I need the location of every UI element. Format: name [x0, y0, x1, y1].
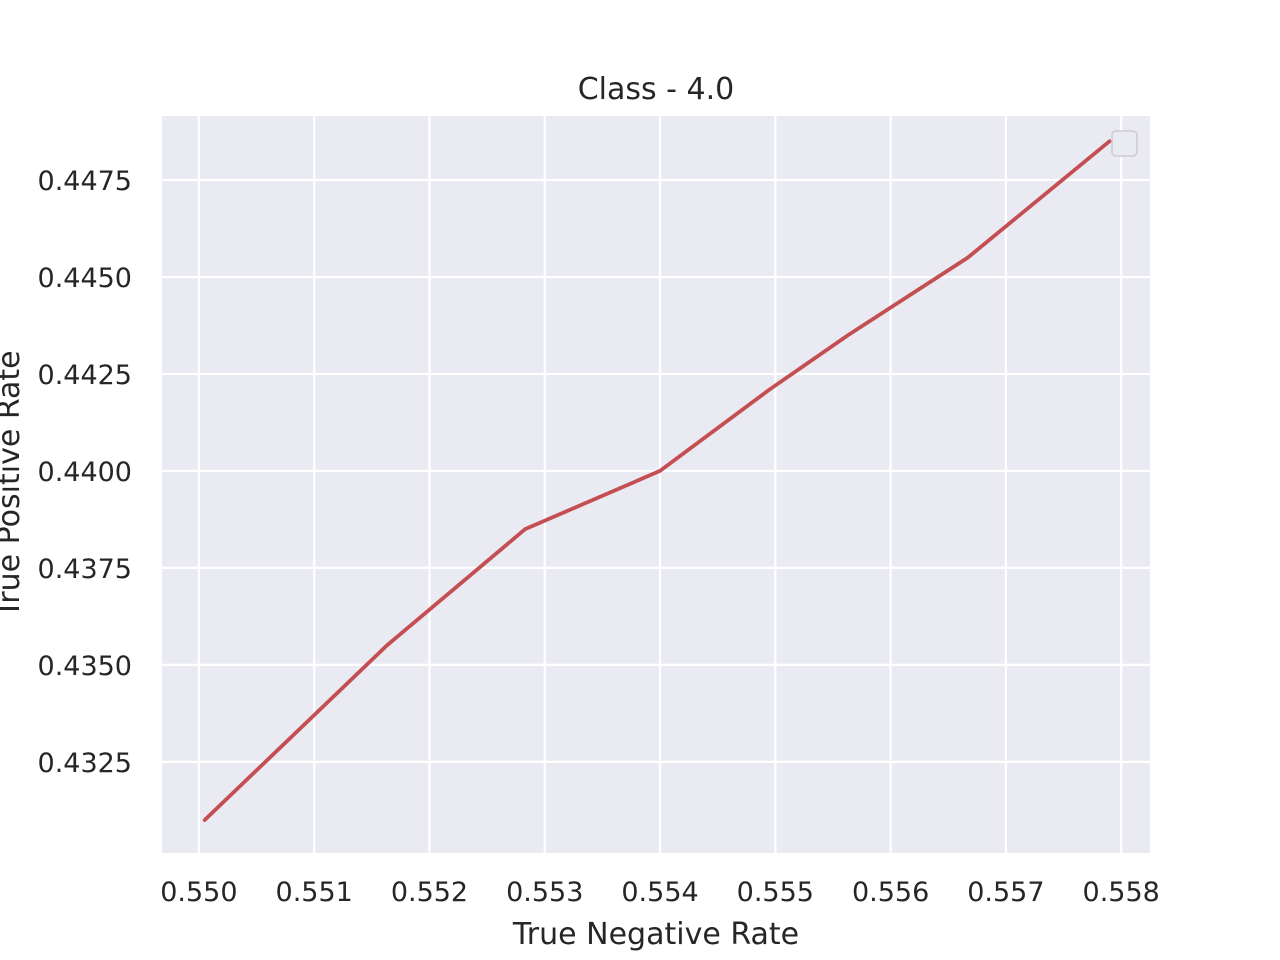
x-tick-label: 0.555	[737, 877, 814, 908]
x-tick-label: 0.551	[276, 877, 353, 908]
series-layer	[202, 139, 1112, 822]
x-axis-title: True Negative Rate	[512, 917, 799, 952]
chart-title: Class - 4.0	[578, 72, 735, 107]
y-tick-label: 0.4400	[38, 457, 132, 488]
x-tick-label: 0.558	[1083, 877, 1160, 908]
plot-area	[162, 116, 1150, 853]
y-tick-labels: 0.4325 0.4350 0.4375 0.4400 0.4425 0.4450 0.44…	[38, 166, 132, 779]
y-tick-label: 0.4475	[38, 166, 132, 197]
x-tick-label: 0.556	[852, 877, 929, 908]
legend	[1111, 130, 1138, 157]
x-tick-label: 0.557	[967, 877, 1044, 908]
y-tick-label: 0.4350	[38, 651, 132, 682]
x-tick-label: 0.554	[621, 877, 698, 908]
y-tick-label: 0.4425	[38, 360, 132, 391]
y-tick-label: 0.4450	[38, 263, 132, 294]
x-tick-label: 0.552	[391, 877, 468, 908]
series-line	[202, 139, 1112, 822]
x-tick-labels: 0.550 0.551 0.552 0.553 0.554 0.555 0.556 0.557…	[160, 877, 1160, 908]
x-tick-label: 0.550	[160, 877, 237, 908]
x-tick-label: 0.553	[506, 877, 583, 908]
y-axis-title: True Positive Rate	[0, 350, 27, 618]
y-tick-label: 0.4325	[38, 748, 132, 779]
y-tick-label: 0.4375	[38, 554, 132, 585]
